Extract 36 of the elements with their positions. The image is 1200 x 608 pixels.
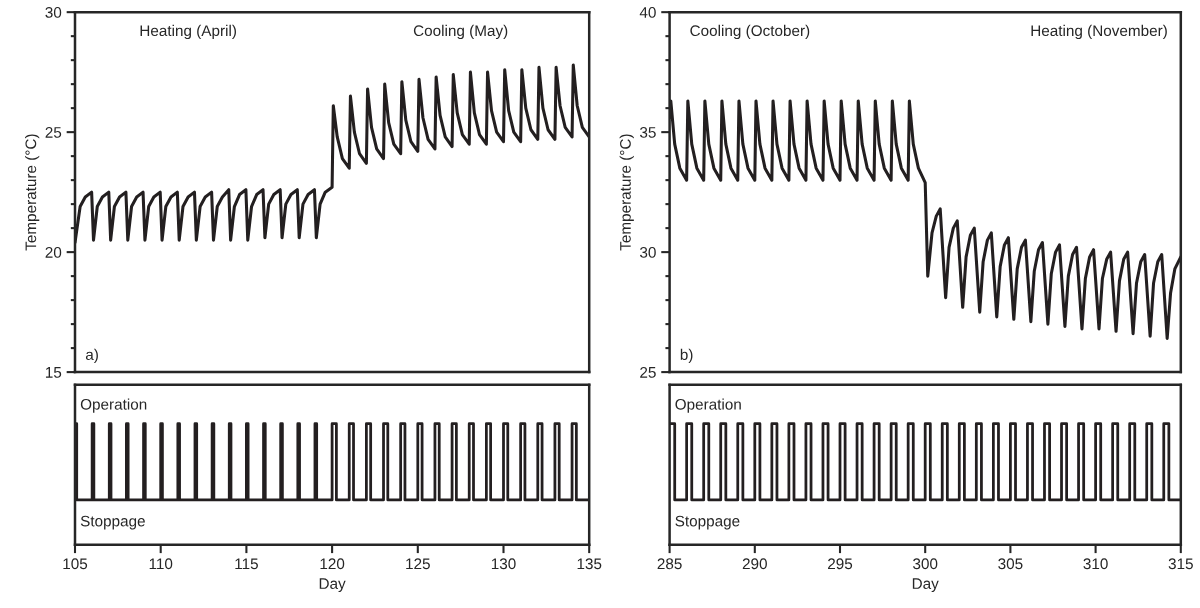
- y-tick-label: 25: [640, 366, 656, 378]
- annotation: Stoppage: [80, 515, 145, 530]
- y-tick-label: 25: [45, 127, 62, 138]
- x-tick-label: 130: [491, 558, 516, 570]
- annotation: Stoppage: [675, 515, 740, 530]
- x-tick-label: 120: [320, 558, 345, 570]
- x-tick-label: 125: [406, 558, 430, 570]
- x-tick-label: 310: [1083, 558, 1108, 570]
- y-tick-label: 30: [45, 7, 62, 18]
- y-tick-label: 30: [640, 246, 656, 258]
- x-tick-label: 295: [828, 558, 853, 570]
- y-tick-label: 35: [640, 127, 656, 138]
- x-axis-title: Day: [912, 578, 939, 592]
- y-tick-label: 20: [45, 246, 62, 258]
- annotation: Cooling (October): [690, 24, 810, 40]
- annotation: Heating (November): [1031, 24, 1167, 40]
- annotation: Cooling (May): [413, 24, 508, 40]
- y-tick-label: 40: [639, 7, 656, 18]
- x-tick-label: 135: [577, 558, 602, 570]
- y-tick-label: 15: [45, 367, 62, 378]
- y-axis-title: Temperature (°C): [25, 134, 40, 251]
- x-axis-title: Day: [319, 578, 346, 592]
- text: Operation: [80, 398, 147, 413]
- x-tick-label: 105: [63, 558, 88, 570]
- annotation: a): [85, 348, 98, 364]
- annotation: b): [680, 348, 693, 364]
- annotation: Heating (April): [140, 24, 236, 40]
- x-tick-label: 110: [149, 558, 173, 570]
- x-tick-label: 305: [998, 558, 1023, 570]
- x-tick-label: 315: [1168, 558, 1193, 570]
- y-axis-title: Temperature (°C): [619, 134, 634, 251]
- x-tick-label: 300: [913, 558, 938, 570]
- text: Operation: [675, 398, 741, 413]
- x-tick-label: 290: [742, 558, 767, 570]
- x-tick-label: 115: [235, 558, 258, 570]
- x-tick-label: 285: [657, 558, 682, 570]
